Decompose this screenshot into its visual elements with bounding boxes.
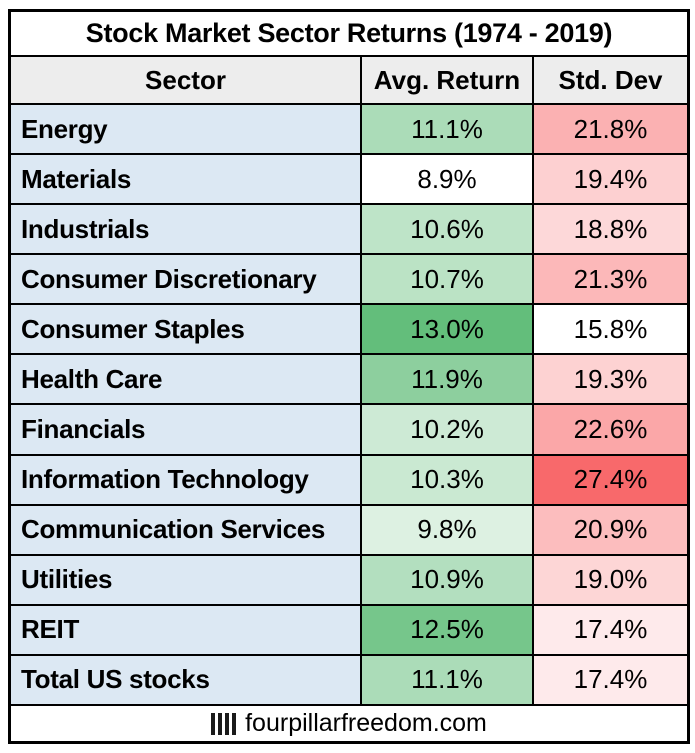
avg-return-cell: 10.7% — [360, 255, 532, 304]
table-row: Consumer Staples 13.0% 15.8% — [11, 303, 687, 354]
table-header-row: Sector Avg. Return Std. Dev — [11, 55, 687, 103]
sector-cell: Communication Services — [11, 505, 360, 554]
avg-return-cell: 11.1% — [360, 655, 532, 704]
sector-cell: Industrials — [11, 205, 360, 254]
sector-returns-table: Stock Market Sector Returns (1974 - 2019… — [8, 9, 690, 744]
four-pillars-logo — [211, 712, 237, 735]
sector-cell: Total US stocks — [11, 655, 360, 704]
table-row: Information Technology 10.3% 27.4% — [11, 453, 687, 504]
std-dev-cell: 20.9% — [532, 505, 687, 554]
avg-return-cell: 10.2% — [360, 405, 532, 454]
sector-cell: Utilities — [11, 555, 360, 604]
table-row: Communication Services 9.8% 20.9% — [11, 503, 687, 554]
avg-return-cell: 10.6% — [360, 205, 532, 254]
std-dev-cell: 17.4% — [532, 605, 687, 654]
table-row: Health Care 11.9% 19.3% — [11, 353, 687, 404]
avg-return-cell: 13.0% — [360, 305, 532, 354]
table-row: Financials 10.2% 22.6% — [11, 403, 687, 454]
sector-cell: Consumer Discretionary — [11, 255, 360, 304]
table-row: Energy 11.1% 21.8% — [11, 103, 687, 154]
column-header-std-dev: Std. Dev — [532, 57, 687, 103]
sector-cell: Materials — [11, 155, 360, 204]
page-title: Stock Market Sector Returns (1974 - 2019… — [11, 12, 687, 55]
table-row: Consumer Discretionary 10.7% 21.3% — [11, 253, 687, 304]
std-dev-cell: 21.8% — [532, 105, 687, 154]
table-row: Total US stocks 11.1% 17.4% — [11, 653, 687, 704]
avg-return-cell: 10.9% — [360, 555, 532, 604]
std-dev-cell: 19.4% — [532, 155, 687, 204]
column-header-sector: Sector — [11, 57, 360, 103]
sector-cell: REIT — [11, 605, 360, 654]
avg-return-cell: 8.9% — [360, 155, 532, 204]
avg-return-cell: 9.8% — [360, 505, 532, 554]
table-row: Industrials 10.6% 18.8% — [11, 203, 687, 254]
std-dev-cell: 19.0% — [532, 555, 687, 604]
avg-return-cell: 11.1% — [360, 105, 532, 154]
footer: fourpillarfreedom.com — [11, 704, 687, 741]
std-dev-cell: 22.6% — [532, 405, 687, 454]
table-row: Materials 8.9% 19.4% — [11, 153, 687, 204]
std-dev-cell: 27.4% — [532, 455, 687, 504]
column-header-avg-return: Avg. Return — [360, 57, 532, 103]
table-row: REIT 12.5% 17.4% — [11, 603, 687, 654]
std-dev-cell: 15.8% — [532, 305, 687, 354]
footer-site-text: fourpillarfreedom.com — [245, 709, 487, 737]
std-dev-cell: 21.3% — [532, 255, 687, 304]
sector-cell: Consumer Staples — [11, 305, 360, 354]
sector-cell: Financials — [11, 405, 360, 454]
sector-cell: Energy — [11, 105, 360, 154]
avg-return-cell: 10.3% — [360, 455, 532, 504]
table-body: Energy 11.1% 21.8% Materials 8.9% 19.4% … — [11, 103, 687, 704]
avg-return-cell: 11.9% — [360, 355, 532, 404]
sector-cell: Information Technology — [11, 455, 360, 504]
std-dev-cell: 17.4% — [532, 655, 687, 704]
std-dev-cell: 19.3% — [532, 355, 687, 404]
sector-cell: Health Care — [11, 355, 360, 404]
table-row: Utilities 10.9% 19.0% — [11, 553, 687, 604]
avg-return-cell: 12.5% — [360, 605, 532, 654]
std-dev-cell: 18.8% — [532, 205, 687, 254]
